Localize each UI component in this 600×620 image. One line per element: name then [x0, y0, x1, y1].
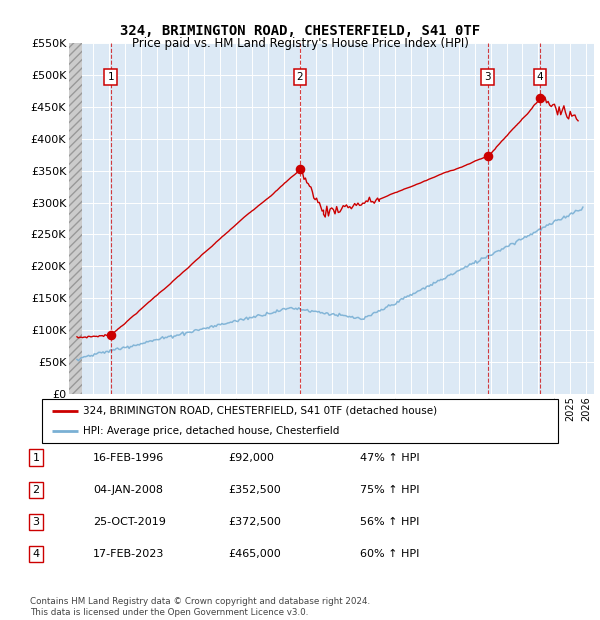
Text: 324, BRIMINGTON ROAD, CHESTERFIELD, S41 0TF: 324, BRIMINGTON ROAD, CHESTERFIELD, S41 … — [120, 24, 480, 38]
Point — [535, 92, 545, 102]
Point — [483, 151, 493, 161]
Point — [295, 164, 305, 174]
Text: 4: 4 — [537, 72, 544, 82]
Text: 3: 3 — [32, 517, 40, 527]
Text: 16-FEB-1996: 16-FEB-1996 — [93, 453, 164, 463]
Text: 2: 2 — [296, 72, 303, 82]
Text: 75% ↑ HPI: 75% ↑ HPI — [360, 485, 419, 495]
Text: 60% ↑ HPI: 60% ↑ HPI — [360, 549, 419, 559]
Bar — [69, 43, 82, 394]
Text: 1: 1 — [32, 453, 40, 463]
Text: 4: 4 — [32, 549, 40, 559]
Point — [106, 330, 115, 340]
Text: 324, BRIMINGTON ROAD, CHESTERFIELD, S41 0TF (detached house): 324, BRIMINGTON ROAD, CHESTERFIELD, S41 … — [83, 405, 437, 416]
Text: 17-FEB-2023: 17-FEB-2023 — [93, 549, 164, 559]
Text: £465,000: £465,000 — [228, 549, 281, 559]
Text: 3: 3 — [484, 72, 491, 82]
Text: £372,500: £372,500 — [228, 517, 281, 527]
Text: 47% ↑ HPI: 47% ↑ HPI — [360, 453, 419, 463]
Text: Contains HM Land Registry data © Crown copyright and database right 2024.
This d: Contains HM Land Registry data © Crown c… — [30, 598, 370, 617]
Text: £92,000: £92,000 — [228, 453, 274, 463]
Text: 25-OCT-2019: 25-OCT-2019 — [93, 517, 166, 527]
Text: 1: 1 — [107, 72, 114, 82]
FancyBboxPatch shape — [42, 399, 558, 443]
Text: 2: 2 — [32, 485, 40, 495]
Text: £352,500: £352,500 — [228, 485, 281, 495]
Text: 56% ↑ HPI: 56% ↑ HPI — [360, 517, 419, 527]
Text: 04-JAN-2008: 04-JAN-2008 — [93, 485, 163, 495]
Text: HPI: Average price, detached house, Chesterfield: HPI: Average price, detached house, Ches… — [83, 426, 340, 436]
Text: Price paid vs. HM Land Registry's House Price Index (HPI): Price paid vs. HM Land Registry's House … — [131, 37, 469, 50]
